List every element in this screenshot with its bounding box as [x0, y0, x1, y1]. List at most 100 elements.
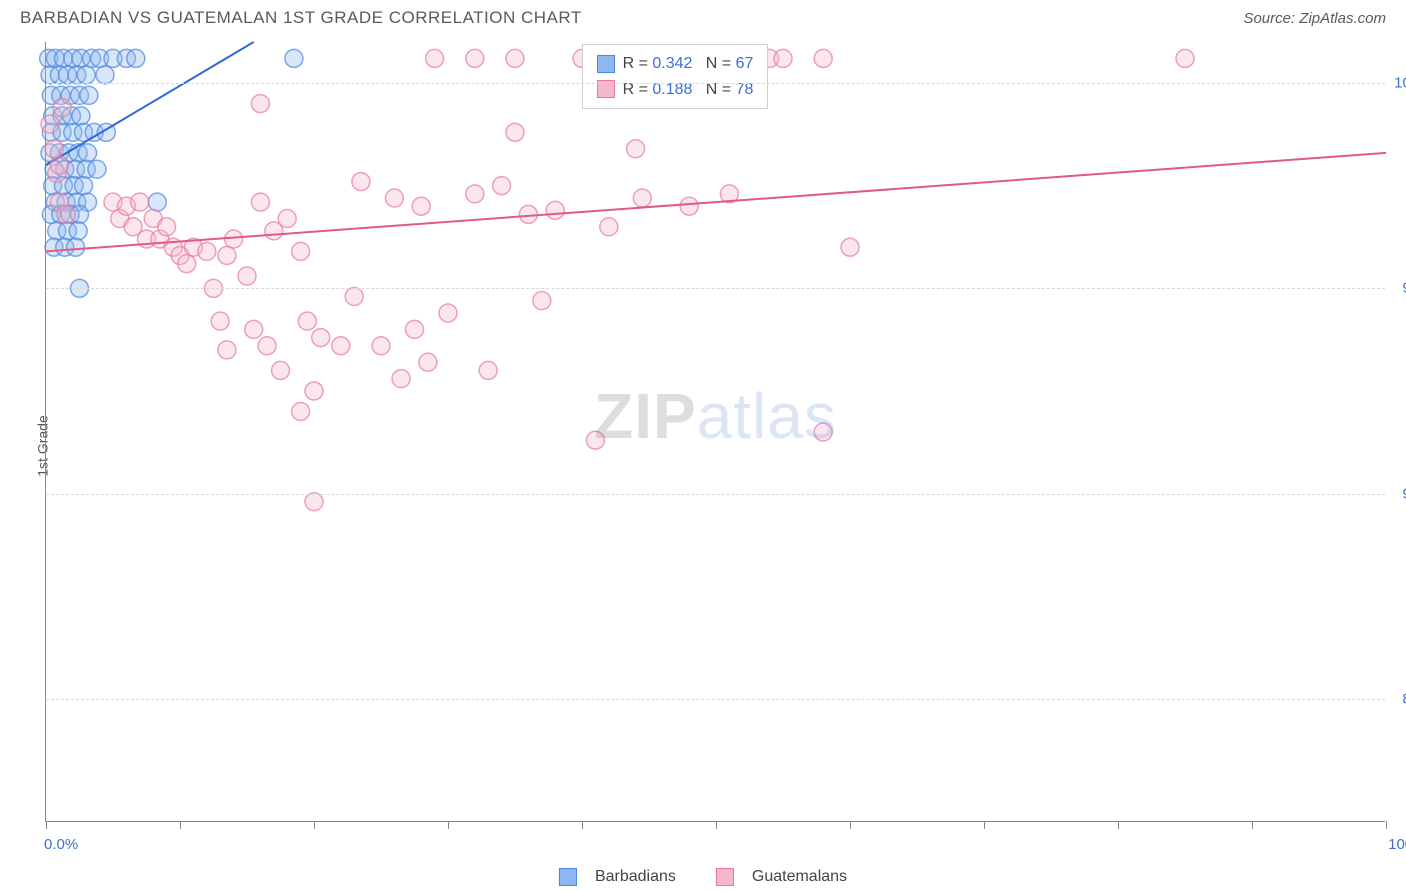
- gridline: [46, 699, 1385, 700]
- data-point: [127, 49, 145, 67]
- data-point: [53, 99, 71, 117]
- chart-source: Source: ZipAtlas.com: [1243, 10, 1386, 27]
- data-point: [292, 402, 310, 420]
- data-point: [680, 197, 698, 215]
- data-point: [305, 382, 323, 400]
- data-point: [41, 115, 59, 133]
- data-point: [178, 255, 196, 273]
- data-point: [50, 156, 68, 174]
- chart-plot-area: ZIPatlas R = 0.342 N = 67R = 0.188 N = 7…: [45, 42, 1385, 822]
- data-point: [345, 288, 363, 306]
- data-point: [79, 144, 97, 162]
- data-point: [406, 320, 424, 338]
- legend-swatch: [559, 868, 577, 886]
- data-point: [251, 193, 269, 211]
- x-tick: [1118, 821, 1119, 829]
- data-point: [385, 189, 403, 207]
- legend-item: Barbadians: [559, 868, 676, 886]
- data-point: [72, 107, 90, 125]
- data-point: [57, 205, 75, 223]
- x-tick: [46, 821, 47, 829]
- data-point: [774, 49, 792, 67]
- data-point: [439, 304, 457, 322]
- chart-svg: [46, 42, 1385, 821]
- data-point: [258, 337, 276, 355]
- data-point: [466, 185, 484, 203]
- data-point: [352, 173, 370, 191]
- x-tick: [984, 821, 985, 829]
- data-point: [96, 66, 114, 84]
- x-axis-max-label: 100.0%: [1388, 836, 1406, 853]
- legend-r-label: R =: [623, 55, 653, 72]
- data-point: [77, 66, 95, 84]
- data-point: [238, 267, 256, 285]
- legend-swatch: [597, 55, 615, 73]
- chart-header: BARBADIAN VS GUATEMALAN 1ST GRADE CORREL…: [0, 0, 1406, 32]
- x-tick: [850, 821, 851, 829]
- data-point: [479, 361, 497, 379]
- data-point: [412, 197, 430, 215]
- data-point: [600, 218, 618, 236]
- data-point: [88, 160, 106, 178]
- data-point: [332, 337, 350, 355]
- data-point: [633, 189, 651, 207]
- data-point: [312, 329, 330, 347]
- data-point: [285, 49, 303, 67]
- data-point: [841, 238, 859, 256]
- data-point: [493, 177, 511, 195]
- x-tick: [314, 821, 315, 829]
- data-point: [814, 423, 832, 441]
- data-point: [131, 193, 149, 211]
- data-point: [419, 353, 437, 371]
- data-point: [278, 210, 296, 228]
- data-point: [814, 49, 832, 67]
- data-point: [519, 205, 537, 223]
- x-tick: [1252, 821, 1253, 829]
- y-tick-label: 95.0%: [1402, 280, 1406, 297]
- data-point: [45, 140, 63, 158]
- data-point: [272, 361, 290, 379]
- data-point: [211, 312, 229, 330]
- data-point: [1176, 49, 1194, 67]
- data-point: [426, 49, 444, 67]
- x-tick: [180, 821, 181, 829]
- data-point: [198, 242, 216, 260]
- legend-r-value: 0.342: [652, 55, 692, 72]
- x-tick: [716, 821, 717, 829]
- data-point: [305, 493, 323, 511]
- data-point: [298, 312, 316, 330]
- chart-title: BARBADIAN VS GUATEMALAN 1ST GRADE CORREL…: [20, 8, 582, 28]
- legend-n-value: 67: [736, 55, 754, 72]
- data-point: [546, 201, 564, 219]
- legend-row: R = 0.342 N = 67: [597, 51, 754, 77]
- data-point: [506, 123, 524, 141]
- gridline: [46, 288, 1385, 289]
- legend-swatch: [716, 868, 734, 886]
- data-point: [69, 222, 87, 240]
- data-point: [292, 242, 310, 260]
- legend-series-label: Barbadians: [595, 868, 676, 886]
- x-axis-min-label: 0.0%: [44, 836, 78, 853]
- gridline: [46, 494, 1385, 495]
- legend-item: Guatemalans: [716, 868, 847, 886]
- data-point: [75, 177, 93, 195]
- data-point: [533, 292, 551, 310]
- data-point: [158, 218, 176, 236]
- data-point: [586, 431, 604, 449]
- data-point: [80, 86, 98, 104]
- series-legend: Barbadians Guatemalans: [559, 868, 847, 886]
- legend-n-label: N =: [692, 55, 735, 72]
- y-tick-label: 100.0%: [1394, 75, 1406, 92]
- data-point: [218, 246, 236, 264]
- data-point: [251, 95, 269, 113]
- legend-series-label: Guatemalans: [752, 868, 847, 886]
- data-point: [627, 140, 645, 158]
- x-tick: [448, 821, 449, 829]
- data-point: [466, 49, 484, 67]
- legend-row: R = 0.188 N = 78: [597, 77, 754, 103]
- data-point: [225, 230, 243, 248]
- gridline: [46, 83, 1385, 84]
- data-point: [148, 193, 166, 211]
- data-point: [66, 238, 84, 256]
- data-point: [506, 49, 524, 67]
